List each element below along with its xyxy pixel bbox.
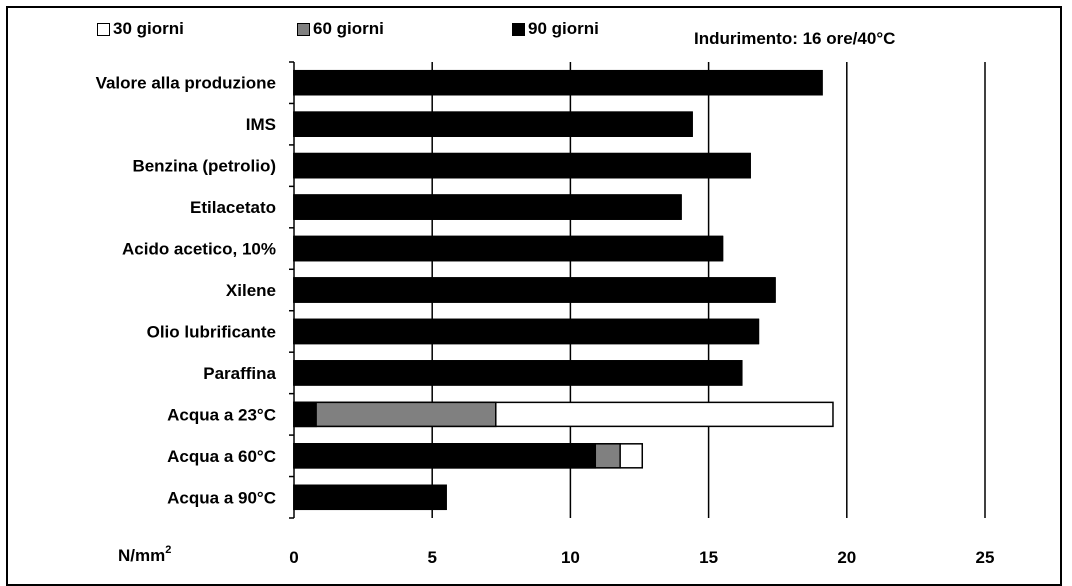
bar [293,484,447,511]
x-axis-unit-superscript: 2 [165,544,172,556]
bar-chart: Valore alla produzione IMS Benzina (petrol… [96,61,995,567]
category-label: IMS [246,115,276,134]
legend-label-30: 30 giorni [113,19,184,38]
category-label: Acido acetico, 10% [122,240,276,259]
category-label: Benzina (petrolio) [132,157,276,176]
x-axis-unit-text: N/mm [118,546,166,565]
bar [293,69,823,96]
chart-annotation: Indurimento: 16 ore/40°C [694,29,896,48]
category-label: Acqua a 90°C [167,488,276,507]
legend-label-60: 60 giorni [313,19,384,38]
legend-item-60: 60 giorni [297,19,384,39]
legend-label-90: 90 giorni [528,19,599,38]
bar [293,111,693,137]
legend-item-90: 90 giorni [512,19,599,39]
x-tick-label: 15 [699,548,718,567]
x-tick-label: 25 [976,548,995,567]
bar [293,152,751,179]
x-tick-label: 10 [561,548,580,567]
x-tick-label: 5 [427,548,436,567]
x-tick-label: 20 [837,548,856,567]
bar [293,401,317,428]
x-axis-unit-label: N/mm2 [118,544,172,566]
category-label: Acqua a 23°C [167,405,276,424]
category-label: Paraffina [203,364,276,383]
legend-item-30: 30 giorni [97,19,184,39]
bar [293,401,497,428]
bar [293,277,776,303]
legend-swatch-60 [297,22,310,36]
bar [293,360,743,386]
category-label: Acqua a 60°C [167,447,276,466]
bar [293,318,760,345]
bar [293,194,682,220]
category-label: Etilacetato [190,198,276,217]
category-label: Valore alla produzione [96,74,276,93]
x-tick-label: 0 [289,548,298,567]
category-label: Xilene [226,281,276,300]
bar [293,235,724,262]
legend-swatch-30 [97,22,110,36]
bar [293,443,597,469]
legend-swatch-90 [512,22,525,36]
category-label: Olio lubrificante [147,322,276,341]
